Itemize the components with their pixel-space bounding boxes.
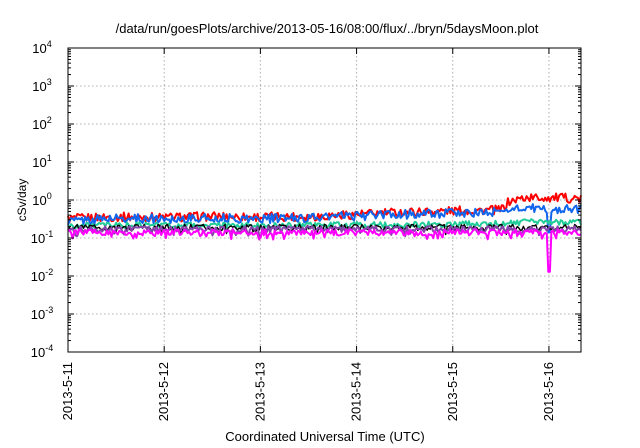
- x-axis-label: Coordinated Universal Time (UTC): [225, 429, 424, 444]
- series-line: [68, 228, 582, 273]
- y-tick-label: 103: [32, 77, 51, 94]
- x-axis: 2013-5-11 2013-5-12 2013-5-13 2013-5-14 2013…: [60, 48, 556, 421]
- y-tick-label: 10-4: [31, 343, 53, 360]
- x-tick-label: 2013-5-15: [445, 362, 460, 421]
- y-tick-label: 100: [32, 191, 51, 208]
- x-tick-label: 2013-5-13: [252, 362, 267, 421]
- x-tick-label: 2013-5-11: [60, 362, 75, 420]
- x-tick-label: 2013-5-16: [541, 362, 556, 421]
- y-tick-label: 102: [32, 115, 51, 132]
- grid: [68, 48, 581, 352]
- x-tick-label: 2013-5-12: [156, 362, 171, 421]
- y-axis-label: cSv/day: [15, 179, 29, 222]
- y-tick-label: 10-1: [31, 229, 53, 246]
- x-tick-label: 2013-5-14: [349, 362, 364, 421]
- series-line: [67, 203, 582, 234]
- y-tick-label: 101: [32, 153, 51, 170]
- y-tick-label: 104: [32, 39, 51, 56]
- series-line: [67, 225, 582, 239]
- series-lines: [67, 192, 582, 273]
- y-tick-label: 10-3: [31, 305, 53, 322]
- y-axis: 10-4 10-3 10-2 10-1 100 101 102 103 104: [31, 39, 581, 360]
- chart-title: /data/run/goesPlots/archive/2013-05-16/0…: [116, 21, 539, 36]
- y-tick-label: 10-2: [31, 267, 53, 284]
